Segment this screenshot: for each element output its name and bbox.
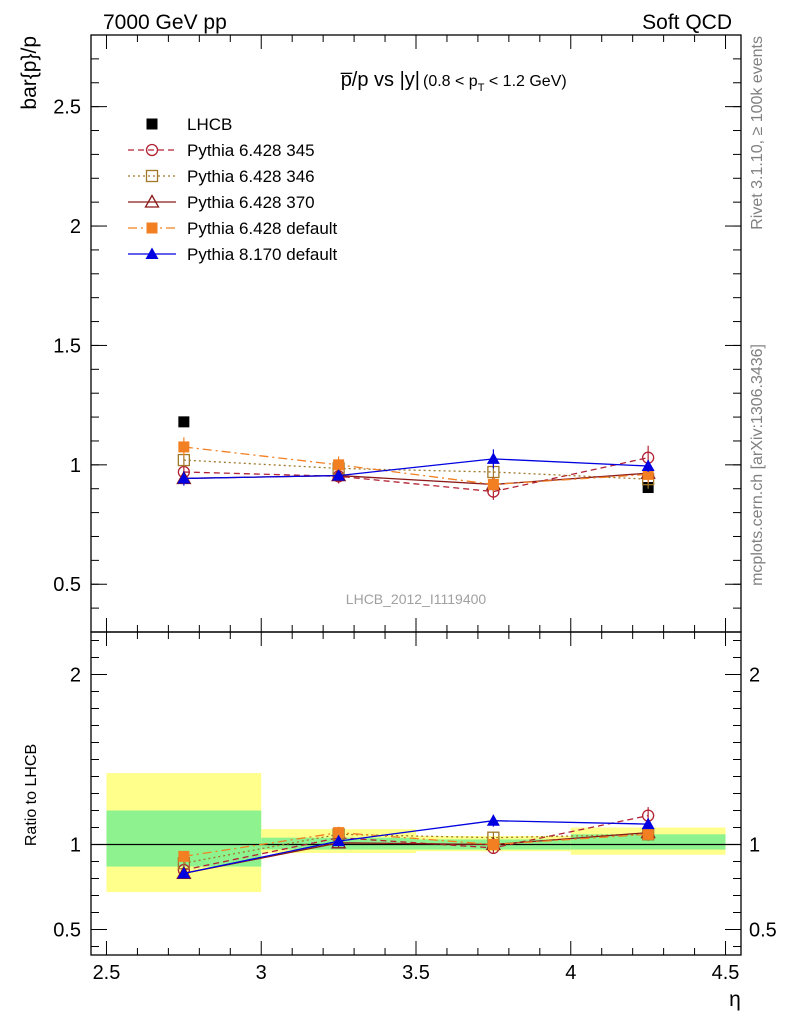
legend-marker [145, 143, 159, 157]
mcplots-label: mcplots.cern.ch [arXiv:1306.3436] [749, 344, 766, 586]
legend-item: LHCB [146, 115, 232, 134]
ratio-y-axis-label: Ratio to LHCB [23, 744, 40, 846]
series-p8def [177, 814, 655, 879]
series-p345 [177, 445, 655, 500]
series-line [183, 820, 649, 875]
y-tick-label: 1 [70, 455, 81, 477]
legend-item: Pythia 6.428 346 [128, 167, 315, 186]
data-point [332, 834, 346, 847]
data-point [487, 839, 499, 850]
data-point [332, 469, 346, 481]
data-point [178, 416, 190, 428]
uncertainty-band-inner [570, 834, 726, 850]
legend-label: Pythia 6.428 default [187, 219, 338, 238]
y-tick-label: 0.5 [53, 574, 81, 596]
data-point [178, 850, 190, 862]
data-point [486, 814, 500, 826]
series-p8def [177, 449, 655, 486]
series-line [183, 458, 649, 480]
legend-marker [146, 118, 158, 130]
data-point [178, 441, 190, 453]
x-tick-label: 3.5 [402, 962, 430, 984]
ratio-panel: 0.5 0.5 1 1 2 2 2.5 3 3.5 4 4.5 Ratio to LHCB η [23, 631, 777, 1011]
series-p6def [178, 437, 654, 492]
data-point [641, 817, 655, 830]
main-title: p̅/p vs |y| [341, 69, 420, 91]
series-line [183, 446, 649, 486]
legend-marker [146, 222, 158, 234]
series-line [183, 831, 649, 875]
y-tick-label: 2 [70, 665, 81, 687]
energy-label: 7000 GeV pp [103, 11, 227, 34]
legend-item: Pythia 6.428 370 [128, 193, 315, 212]
y-tick-label-right: 0.5 [749, 920, 777, 942]
data-point [177, 866, 191, 879]
legend-marker [144, 194, 160, 208]
data-point [486, 452, 500, 464]
ratio-plot-area: 0.5 0.5 1 1 2 2 2.5 3 3.5 4 4.5 [53, 631, 777, 984]
legend-item: Pythia 8.170 default [128, 245, 338, 264]
data-point [642, 468, 654, 480]
y-tick-label: 2 [70, 216, 81, 238]
legend-label: LHCB [187, 115, 232, 134]
legend-label: Pythia 6.428 345 [187, 141, 315, 160]
main-title-range-end: < 1.2 GeV) [484, 73, 566, 90]
legend-item: Pythia 6.428 345 [128, 141, 315, 160]
main-y-axis-label: bar{p}/p [18, 36, 41, 110]
x-tick-label: 4.5 [712, 962, 740, 984]
legend-marker [145, 247, 159, 259]
analysis-id-label: LHCB_2012_I1119400 [346, 591, 487, 607]
y-tick-label: 1.5 [53, 335, 81, 357]
series-line [183, 814, 649, 871]
legend-label: Pythia 6.428 346 [187, 167, 315, 186]
x-tick-label: 2.5 [93, 962, 121, 984]
main-plot-area: 0.5 1 1.5 2 2.5 [53, 34, 742, 633]
main-title-range-sub: T [478, 82, 485, 94]
series-line [183, 831, 649, 858]
main-title-range: (0.8 < pT < 1.2 GeV) [423, 73, 567, 94]
data-point [641, 459, 655, 472]
process-label: Soft QCD [642, 11, 732, 34]
legend-marker [145, 169, 159, 183]
legend-label: Pythia 6.428 370 [187, 193, 315, 212]
y-tick-label: 1 [70, 835, 81, 857]
data-point [642, 828, 654, 840]
data-point [333, 459, 345, 471]
y-tick-label: 0.5 [53, 920, 81, 942]
data-point [487, 478, 499, 490]
data-point [177, 471, 191, 484]
y-tick-label-right: 2 [749, 665, 760, 687]
main-title-range-start: (0.8 < p [423, 73, 478, 90]
main-panel: 0.5 1 1.5 2 2.5 p̅/p vs |y| (0.8 < pT < 1.2 … [18, 34, 742, 633]
x-tick-label: 3 [256, 962, 267, 984]
x-tick-label: 4 [565, 962, 576, 984]
series-lhcb [178, 416, 654, 494]
x-axis-label: η [729, 988, 741, 1011]
rivet-label: Rivet 3.1.10, ≥ 100k events [749, 36, 766, 230]
series-line [183, 457, 649, 493]
y-tick-label-right: 1 [749, 835, 760, 857]
data-point [333, 827, 345, 839]
legend: LHCB Pythia 6.428 345 Pythia 6.428 346 Pyth… [128, 115, 338, 264]
legend-label: Pythia 8.170 default [187, 245, 338, 264]
y-tick-label: 2.5 [53, 97, 81, 119]
legend-item: Pythia 6.428 default [128, 219, 338, 238]
